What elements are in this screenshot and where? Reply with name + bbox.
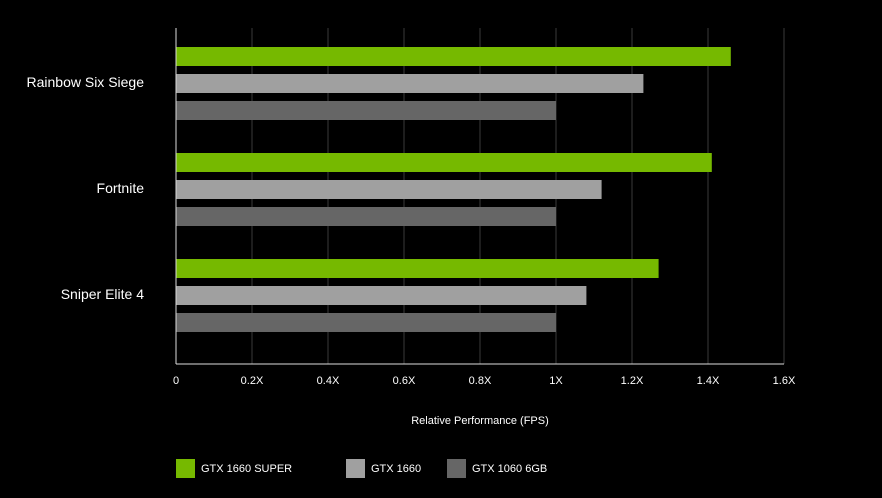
- legend-swatch: [447, 459, 466, 478]
- bar: [176, 207, 556, 226]
- legend-swatch: [346, 459, 365, 478]
- bar: [176, 180, 602, 199]
- bar: [176, 101, 556, 120]
- x-tick-label: 0: [173, 375, 179, 387]
- x-tick-label: 1X: [549, 375, 563, 387]
- legend-swatch: [176, 459, 195, 478]
- category-label: Fortnite: [97, 180, 145, 196]
- bar: [176, 259, 659, 278]
- category-label: Rainbow Six Siege: [26, 74, 144, 90]
- x-tick-label: 0.6X: [393, 375, 416, 387]
- legend-label: GTX 1060 6GB: [472, 463, 547, 475]
- legend-label: GTX 1660: [371, 463, 421, 475]
- x-tick-label: 1.4X: [697, 375, 720, 387]
- bar: [176, 313, 556, 332]
- x-tick-label: 1.6X: [773, 375, 796, 387]
- bar: [176, 286, 587, 305]
- bar: [176, 74, 644, 93]
- x-axis-title: Relative Performance (FPS): [411, 415, 549, 427]
- x-tick-label: 0.8X: [469, 375, 492, 387]
- x-tick-label: 1.2X: [621, 375, 644, 387]
- legend-label: GTX 1660 SUPER: [201, 463, 292, 475]
- bar: [176, 47, 731, 66]
- x-tick-label: 0.4X: [317, 375, 340, 387]
- category-label: Sniper Elite 4: [61, 286, 144, 302]
- x-tick-label: 0.2X: [241, 375, 264, 387]
- bar: [176, 153, 712, 172]
